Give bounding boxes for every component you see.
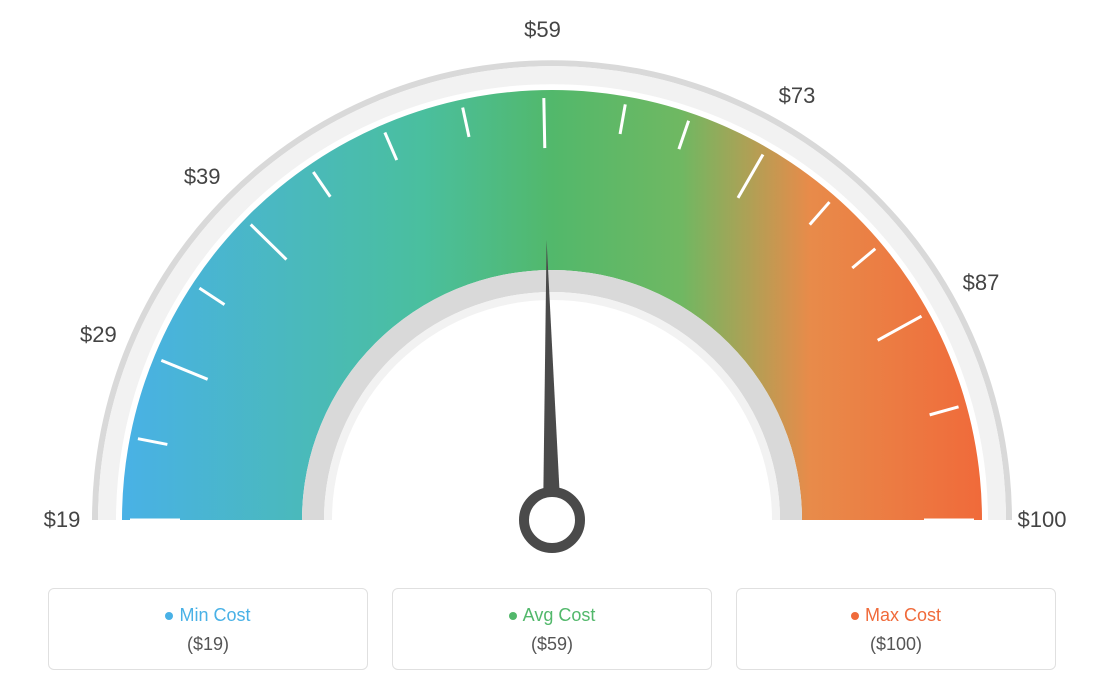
- legend-label-max: Max Cost: [865, 605, 941, 625]
- gauge-chart-container: $19 $29 $39 $59 $73 $87 $100 Min Cost ($19) Av…: [0, 0, 1104, 690]
- gauge-svg: [0, 0, 1104, 560]
- legend-label-avg: Avg Cost: [523, 605, 596, 625]
- legend-row: Min Cost ($19) Avg Cost ($59) Max Cost (…: [0, 588, 1104, 670]
- gauge-area: $19 $29 $39 $59 $73 $87 $100: [0, 0, 1104, 560]
- legend-label-min: Min Cost: [179, 605, 250, 625]
- tick-label: $59: [524, 17, 561, 43]
- legend-dot-min: [165, 612, 173, 620]
- legend-value-min: ($19): [49, 634, 367, 655]
- tick-label: $29: [80, 322, 117, 348]
- tick-label: $73: [779, 83, 816, 109]
- legend-title-min: Min Cost: [49, 605, 367, 626]
- legend-card-avg: Avg Cost ($59): [392, 588, 712, 670]
- tick-label: $87: [963, 270, 1000, 296]
- legend-value-max: ($100): [737, 634, 1055, 655]
- tick-label: $39: [184, 164, 221, 190]
- legend-card-min: Min Cost ($19): [48, 588, 368, 670]
- legend-dot-avg: [509, 612, 517, 620]
- legend-title-max: Max Cost: [737, 605, 1055, 626]
- legend-dot-max: [851, 612, 859, 620]
- legend-value-avg: ($59): [393, 634, 711, 655]
- tick-label: $100: [1018, 507, 1067, 533]
- tick-label: $19: [44, 507, 81, 533]
- legend-card-max: Max Cost ($100): [736, 588, 1056, 670]
- legend-title-avg: Avg Cost: [393, 605, 711, 626]
